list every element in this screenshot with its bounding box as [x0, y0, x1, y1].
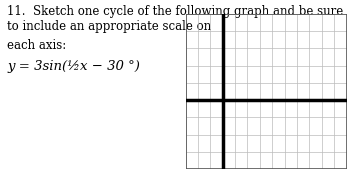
Text: each axis:: each axis:: [7, 39, 66, 52]
Text: 11.  Sketch one cycle of the following graph and be sure to include an appropria: 11. Sketch one cycle of the following gr…: [7, 5, 344, 33]
Text: y = 3sin(½x − 30 °): y = 3sin(½x − 30 °): [7, 60, 140, 73]
